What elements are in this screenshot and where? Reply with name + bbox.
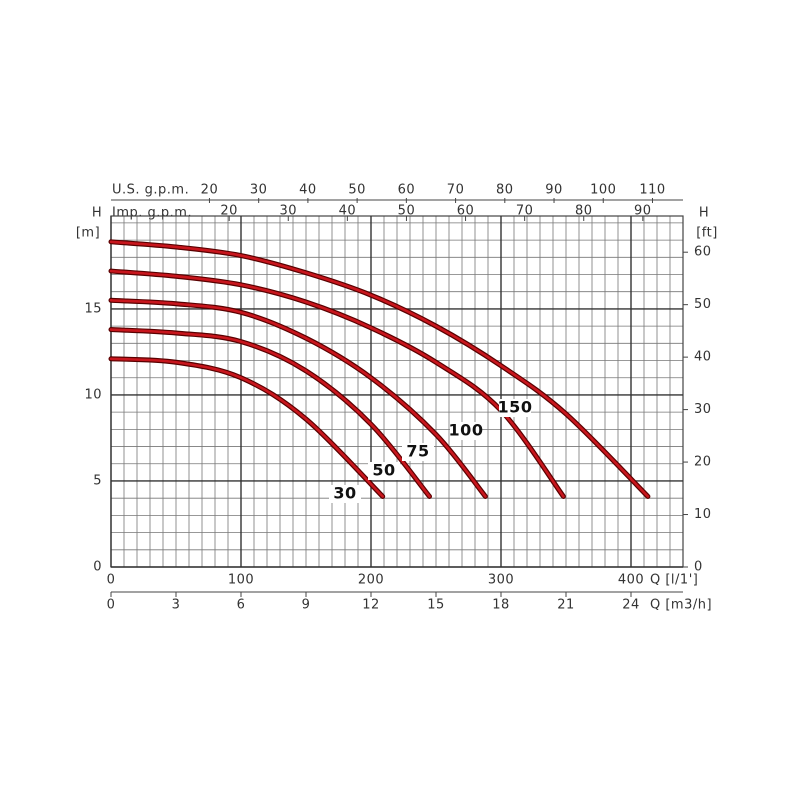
- curve-label: 30: [333, 484, 356, 503]
- y-tick-label: 5: [93, 473, 102, 488]
- x2-tick-label: 24: [622, 598, 640, 613]
- y-tick-label: 15: [84, 301, 102, 316]
- y-unit: [m]: [76, 226, 100, 241]
- y2-tick-label: 30: [694, 402, 712, 417]
- curve-label-bg: [450, 422, 482, 440]
- curve-label: 50: [372, 461, 395, 480]
- y-tick-label: 10: [84, 387, 102, 402]
- x2-tick-label: 0: [107, 598, 116, 613]
- x2-tick-label: 3: [172, 598, 181, 613]
- x-tick-label: 200: [358, 573, 384, 588]
- x4-tick-label: 60: [457, 204, 475, 219]
- y2-tick-label: 50: [694, 297, 712, 312]
- x4-tick-label: 30: [279, 204, 297, 219]
- x-tick-label: 0: [107, 573, 116, 588]
- x2-tick-label: 6: [237, 598, 246, 613]
- x3-tick-label: 20: [201, 183, 219, 198]
- y2-tick-label: 10: [694, 507, 712, 522]
- x3-tick-label: 30: [250, 183, 268, 198]
- y2-tick-label: 0: [694, 560, 703, 575]
- curve: [109, 328, 431, 498]
- x-tick-label: 300: [488, 573, 514, 588]
- x4-tick-label: 80: [575, 204, 593, 219]
- y2-unit: [ft]: [696, 226, 718, 241]
- curve-label-bg: [329, 485, 361, 503]
- x3-tick-label: 110: [639, 183, 665, 198]
- y2-tick-label: 40: [694, 350, 712, 365]
- curve: [109, 299, 487, 498]
- x4-tick-label: 90: [634, 204, 652, 219]
- curve-label-bg: [499, 399, 531, 417]
- curve-label-bg: [368, 462, 400, 480]
- x3-tick-label: 50: [348, 183, 366, 198]
- y-label: H: [92, 206, 102, 221]
- x2-tick-label: 21: [557, 598, 575, 613]
- x-tick-label: 100: [228, 573, 254, 588]
- curve-label-bg: [402, 443, 434, 461]
- x2-tick-label: 9: [302, 598, 311, 613]
- us-gpm-label: U.S. g.p.m.: [112, 183, 189, 198]
- x2-label: Q [m3/h]: [650, 598, 712, 613]
- x2-tick-label: 12: [362, 598, 380, 613]
- x3-tick-label: 100: [590, 183, 616, 198]
- x2-tick-label: 15: [427, 598, 445, 613]
- y-tick-label: 0: [93, 560, 102, 575]
- x-tick-label: 400: [618, 573, 644, 588]
- x3-tick-label: 70: [447, 183, 465, 198]
- x3-tick-label: 60: [398, 183, 416, 198]
- x4-tick-label: 50: [398, 204, 416, 219]
- x4-tick-label: 40: [339, 204, 357, 219]
- y2-label: H: [699, 206, 709, 221]
- curve-label: 100: [449, 421, 484, 440]
- x3-tick-label: 90: [545, 183, 563, 198]
- curve: [109, 357, 384, 498]
- x-label: Q [l/1']: [650, 573, 698, 588]
- x2-tick-label: 18: [492, 598, 510, 613]
- x3-tick-label: 40: [299, 183, 317, 198]
- x3-tick-label: 80: [496, 183, 514, 198]
- curve-label: 150: [498, 398, 533, 417]
- imp-gpm-label: Imp. g.p.m.: [112, 206, 192, 221]
- curve: [109, 240, 650, 498]
- y2-tick-label: 20: [694, 455, 712, 470]
- curve-label: 75: [406, 442, 429, 461]
- y2-tick-label: 60: [694, 245, 712, 260]
- x4-tick-label: 20: [220, 204, 238, 219]
- x4-tick-label: 70: [516, 204, 534, 219]
